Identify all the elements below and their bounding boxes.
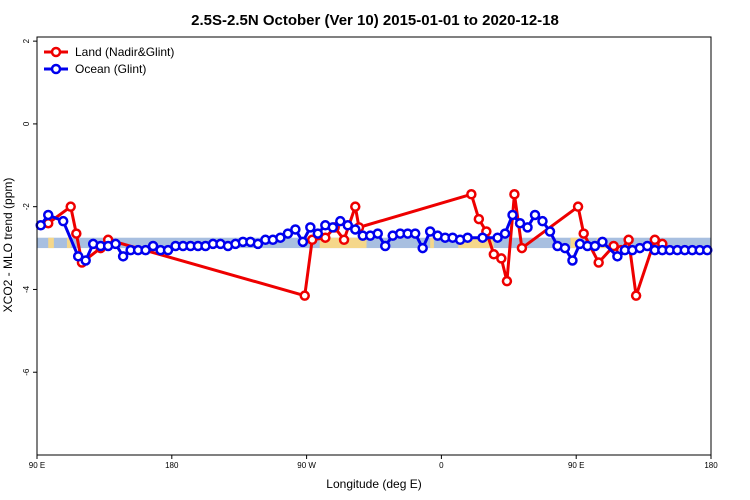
land-mask-segment (570, 237, 579, 249)
land-mask-segment (48, 237, 54, 249)
land-point (306, 234, 318, 246)
land-point (496, 253, 507, 264)
x-axis: 90 E 180 90 W 0 90 E 180 (29, 455, 718, 470)
land-point (65, 201, 76, 212)
land-point (488, 249, 500, 260)
land-point (516, 242, 528, 254)
legend-item-land: Land (Nadir&Glint) (44, 45, 174, 59)
ocean-point (117, 251, 129, 262)
ocean-point (529, 209, 541, 221)
ocean-point (642, 240, 653, 252)
y-tick-label: -2 (22, 203, 31, 211)
x-axis-label: Longitude (deg E) (326, 477, 421, 491)
plot-area (35, 189, 713, 301)
ocean-point (492, 232, 503, 243)
ocean-point (514, 217, 526, 229)
ocean-point (147, 240, 159, 252)
ocean-point (567, 255, 578, 266)
x-tick-label: 90 W (297, 461, 316, 470)
ocean-point (290, 224, 301, 235)
ocean-point (72, 251, 84, 262)
land-point (350, 201, 361, 212)
land-mask-segment (430, 237, 434, 249)
ocean-point (162, 244, 174, 256)
x-tick-label: 0 (439, 461, 444, 470)
ocean-point (537, 215, 548, 227)
ocean-point (372, 228, 383, 239)
y-axis: 2 0 -2 -4 -6 (22, 38, 37, 376)
ocean-series (35, 209, 713, 266)
ocean-point (702, 244, 713, 256)
land-point (466, 189, 477, 200)
ocean-point (252, 238, 264, 250)
land-point (572, 201, 584, 212)
ocean-point (327, 222, 339, 233)
ocean-point (305, 222, 316, 233)
ocean-point (57, 215, 69, 227)
x-tick-label: 180 (165, 461, 179, 470)
x-tick-label: 90 E (29, 461, 45, 470)
land-point (338, 234, 350, 246)
legend-label-ocean: Ocean (Glint) (75, 62, 146, 76)
legend: Land (Nadir&Glint) Ocean (Glint) (44, 45, 174, 76)
y-axis-label: XCO2 - MLO trend (ppm) (1, 178, 15, 313)
ocean-point (140, 244, 151, 256)
ocean-point (335, 215, 346, 227)
land-point (578, 228, 589, 239)
y-tick-label: 2 (22, 38, 31, 43)
y-tick-label: -4 (22, 285, 31, 293)
ocean-point (417, 242, 428, 254)
land-point (593, 257, 604, 268)
ocean-point (42, 209, 54, 221)
land-mask-segment (66, 237, 71, 249)
ocean-point (342, 220, 354, 231)
ocean-point (110, 238, 121, 250)
chart-title: 2.5S-2.5N October (Ver 10) 2015-01-01 to… (191, 12, 559, 29)
ocean-point (35, 220, 46, 231)
ocean-point (477, 232, 488, 243)
legend-item-ocean: Ocean (Glint) (44, 62, 146, 76)
land-point (608, 240, 619, 252)
legend-label-land: Land (Nadir&Glint) (75, 45, 174, 59)
land-point (630, 290, 642, 301)
ocean-point (275, 232, 286, 243)
ocean-point (499, 228, 511, 239)
ocean-point (544, 226, 556, 237)
ocean-point (589, 240, 601, 252)
x-tick-label: 180 (704, 461, 718, 470)
land-point (509, 189, 520, 200)
plot-frame (36, 36, 712, 456)
ocean-point (282, 228, 294, 239)
land-point (299, 290, 310, 301)
reference-band (37, 237, 711, 249)
land-point (623, 234, 634, 246)
land-point (501, 275, 513, 287)
ocean-point (350, 224, 361, 235)
land-point (473, 213, 485, 225)
ocean-point (424, 226, 436, 237)
ocean-point (462, 232, 473, 243)
ocean-point (80, 255, 91, 266)
y-tick-label: 0 (22, 121, 31, 126)
ocean-point (559, 242, 571, 254)
ocean-point (297, 236, 309, 248)
ocean-point (409, 228, 421, 239)
ocean-point (612, 251, 623, 262)
ocean-point (379, 240, 391, 252)
ocean-point (597, 236, 608, 248)
land-mask-segment (458, 237, 494, 249)
land-point (71, 228, 82, 239)
land-point (649, 234, 661, 246)
y-tick-label: -6 (22, 368, 31, 376)
x-tick-label: 90 E (568, 461, 584, 470)
ocean-point (312, 228, 324, 239)
land-point (320, 232, 331, 243)
ocean-point (507, 209, 518, 221)
ocean-point (522, 222, 533, 233)
